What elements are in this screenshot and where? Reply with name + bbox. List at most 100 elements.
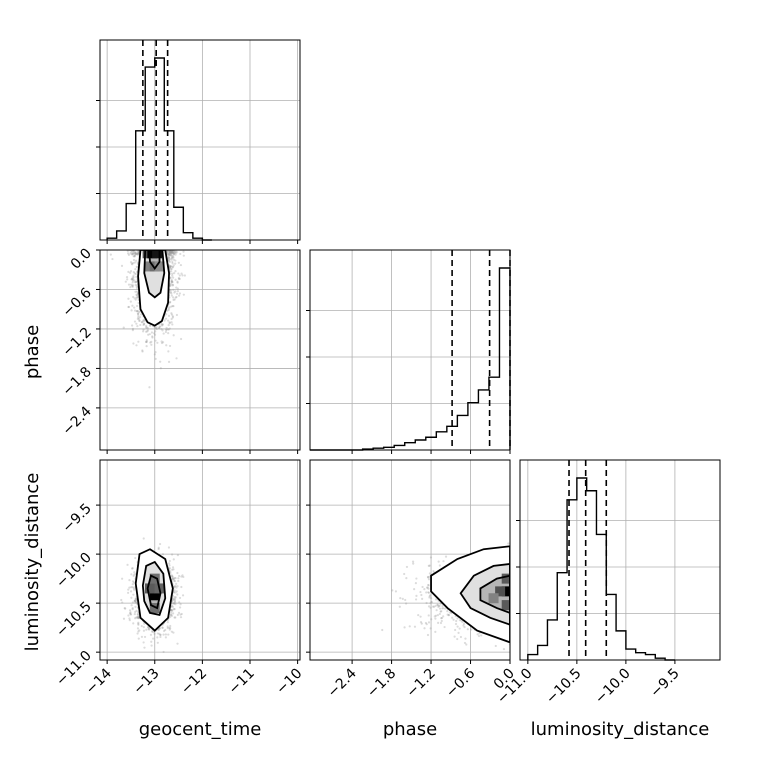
scatter-point <box>173 580 177 583</box>
scatter-point <box>173 596 176 599</box>
scatter-point <box>135 344 138 347</box>
panel-frame <box>99 39 301 241</box>
scatter-point <box>462 622 466 625</box>
scatter-point <box>167 256 171 259</box>
scatter-point <box>437 604 440 607</box>
scatter-point <box>167 259 171 262</box>
scatter-point <box>145 339 148 342</box>
scatter-point <box>134 272 137 276</box>
scatter-point <box>135 600 138 603</box>
scatter-point <box>172 591 176 594</box>
scatter-point <box>170 278 173 281</box>
scatter-point <box>170 312 173 315</box>
x-tick-label: −14 <box>83 665 115 697</box>
scatter-point <box>133 261 136 264</box>
scatter-point <box>135 293 138 296</box>
scatter-point <box>177 579 180 583</box>
scatter-point <box>134 597 138 600</box>
scatter-point <box>427 614 430 617</box>
scatter-point <box>141 321 144 324</box>
scatter-point <box>182 575 185 579</box>
scatter-point <box>167 324 170 327</box>
scatter-point <box>150 331 154 334</box>
scatter-point <box>167 546 171 549</box>
scatter-point <box>137 317 140 320</box>
scatter-point <box>130 567 134 570</box>
scatter-point <box>459 635 463 639</box>
scatter-point <box>173 599 176 602</box>
scatter-point <box>127 588 130 591</box>
scatter-point <box>133 255 136 258</box>
histogram-panel-luminosity-distance: −11.0 −10.5 −10.0 −9.5 <box>494 459 721 707</box>
scatter-point <box>142 323 146 326</box>
scatter-point <box>429 556 433 559</box>
y-tick-label: −2.4 <box>59 403 94 438</box>
scatter-point <box>167 254 171 257</box>
scatter-point <box>166 252 169 255</box>
scatter-point <box>111 257 114 261</box>
scatter-point <box>166 319 170 322</box>
scatter-point <box>136 252 140 255</box>
scatter-point <box>137 311 141 314</box>
scatter-point <box>133 571 136 574</box>
scatter-point <box>134 268 137 271</box>
x-tick-label: −11 <box>226 666 258 698</box>
scatter-point <box>168 564 171 567</box>
scatter-point <box>168 251 171 254</box>
scatter-point <box>129 283 133 286</box>
scatter-point <box>129 300 132 303</box>
scatter-point <box>168 260 171 263</box>
scatter-point <box>167 308 170 312</box>
scatter-point <box>176 585 179 588</box>
scatter-point <box>175 251 178 254</box>
scatter-point <box>132 295 135 299</box>
scatter-point <box>168 266 171 269</box>
scatter-point <box>141 349 144 352</box>
scatter-point <box>146 329 150 332</box>
scatter-point <box>126 591 130 594</box>
scatter-point <box>127 283 131 286</box>
scatter-point <box>405 602 408 605</box>
scatter-panel-phase-vs-luminosity-distance: −2.4 −1.8 −1.2 −0.6 0.0 <box>306 459 518 701</box>
scatter-point <box>171 281 174 284</box>
scatter-point <box>173 597 177 600</box>
scatter-point <box>179 606 182 609</box>
scatter-point <box>427 621 431 624</box>
scatter-point <box>172 264 175 267</box>
scatter-point <box>415 594 418 597</box>
scatter-point <box>179 603 182 606</box>
scatter-point <box>153 632 156 635</box>
scatter-point <box>128 586 131 589</box>
scatter-point <box>444 555 448 558</box>
scatter-point <box>172 258 175 261</box>
scatter-point <box>451 616 454 619</box>
scatter-point <box>137 637 140 640</box>
scatter-point <box>131 608 134 611</box>
contour-line <box>134 548 174 632</box>
scatter-point <box>181 574 184 577</box>
scatter-point <box>438 612 441 616</box>
scatter-point <box>134 290 137 293</box>
scatter-point <box>155 326 158 329</box>
scatter-point <box>170 317 173 321</box>
scatter-point <box>136 317 139 320</box>
scatter-point <box>131 276 134 279</box>
scatter-point <box>172 288 175 291</box>
scatter-point <box>158 326 161 330</box>
scatter-point <box>157 327 161 330</box>
scatter-point <box>148 386 151 389</box>
scatter-point <box>154 326 157 329</box>
scatter-point <box>131 284 134 287</box>
scatter-point <box>170 614 174 617</box>
scatter-point <box>180 585 183 589</box>
scatter-point <box>129 590 133 593</box>
scatter-point <box>133 588 136 591</box>
scatter-point <box>160 340 163 343</box>
scatter-point <box>129 271 132 274</box>
scatter-point <box>169 291 172 294</box>
scatter-point <box>171 274 174 277</box>
scatter-point <box>172 253 176 256</box>
scatter-point <box>168 562 171 565</box>
scatter-point <box>172 558 175 561</box>
